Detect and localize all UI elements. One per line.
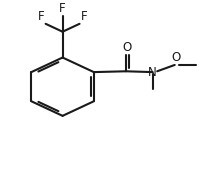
Text: O: O [172, 51, 181, 64]
Text: O: O [122, 41, 131, 54]
Text: N: N [148, 66, 157, 79]
Text: F: F [59, 2, 66, 15]
Text: F: F [81, 10, 87, 23]
Text: F: F [38, 10, 44, 23]
